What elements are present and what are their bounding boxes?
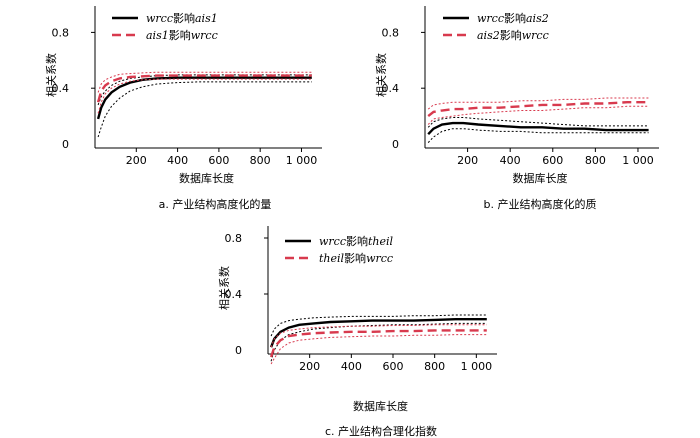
x-tick-label: 200 [299,360,320,373]
legend-label: wrcc影响ais2 [477,12,549,25]
series-lower-band [97,78,312,114]
y-axis-label: 相关系数 [374,53,388,97]
x-tick-label: 800 [250,154,271,167]
y-tick-label: 0.4 [225,288,243,301]
legend-label: theil影响wrcc [319,252,393,265]
y-tick-label: 0.8 [382,26,400,39]
series-line [269,318,487,348]
legend-label: wrcc影响ais1 [146,12,218,25]
series-upper-band [97,71,312,93]
x-axis-label: 数据库长度 [179,171,234,185]
series-upper-band [427,117,649,128]
series-line [96,76,312,120]
y-tick-label: 0.4 [52,82,70,95]
x-tick-label: 400 [167,154,188,167]
panel-caption: a. 产业结构高度化的量 [159,197,272,211]
x-tick-label: 400 [500,154,521,167]
y-tick-label: 0 [62,138,69,151]
series-upper-band [427,97,649,110]
x-tick-label: 1 000 [461,360,493,373]
series-upper-band [270,324,487,348]
legend-label: ais1影响wrcc [146,29,218,42]
panel-a: 0 0.4 0.8 200 400 600 800 1 000 数据库长度 相关系数 wrcc影响a… [44,6,322,211]
panel-caption: c. 产业结构合理化指数 [325,424,437,438]
y-axis-label: 相关系数 [217,266,231,310]
y-tick-label: 0.8 [52,26,70,39]
x-tick-label: 400 [341,360,362,373]
panel-caption: b. 产业结构高度化的质 [484,197,597,211]
legend-label: wrcc影响theil [319,235,394,248]
x-axis-label: 数据库长度 [353,399,408,413]
series-lower-band [427,105,649,125]
series-lower-band [270,334,487,365]
x-tick-label: 200 [126,154,147,167]
series-line [427,100,649,118]
x-axis-label: 数据库长度 [513,171,568,185]
series-line [269,329,487,358]
series-upper-band [270,314,487,337]
y-axis-label: 相关系数 [44,53,58,97]
series-lower-band [97,81,312,138]
series-line [96,74,312,103]
x-tick-label: 600 [383,360,404,373]
panel-c: 0 0.4 0.8 200 400 600 800 1 000 数据库长度 相关系数 wrcc影响t… [217,226,497,438]
series-line [427,121,649,136]
panel-b: 0 0.4 0.8 200 400 600 800 1 000 数据库长度 相关系数 wrcc影响a… [374,6,659,211]
x-tick-label: 600 [208,154,229,167]
y-tick-label: 0 [392,138,399,151]
y-tick-label: 0.4 [382,82,400,95]
y-tick-label: 0.8 [225,232,243,245]
x-tick-label: 800 [424,360,445,373]
x-tick-label: 200 [457,154,478,167]
legend-label: ais2影响wrcc [477,29,549,42]
y-tick-label: 0 [235,344,242,357]
x-tick-label: 600 [542,154,563,167]
x-tick-label: 1 000 [622,154,654,167]
x-tick-label: 1 000 [286,154,318,167]
x-tick-label: 800 [585,154,606,167]
